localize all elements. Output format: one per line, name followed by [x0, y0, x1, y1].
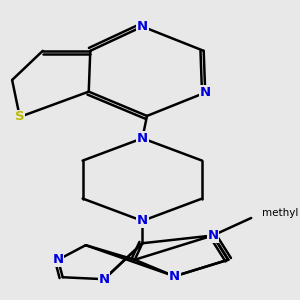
Text: methyl: methyl	[262, 208, 298, 218]
Text: N: N	[207, 229, 218, 242]
Text: N: N	[137, 132, 148, 145]
Text: N: N	[169, 270, 180, 283]
Text: N: N	[98, 273, 110, 286]
Text: N: N	[200, 86, 211, 99]
Text: N: N	[52, 253, 64, 266]
Text: N: N	[137, 20, 148, 33]
Text: S: S	[15, 110, 25, 123]
Text: N: N	[137, 214, 148, 227]
